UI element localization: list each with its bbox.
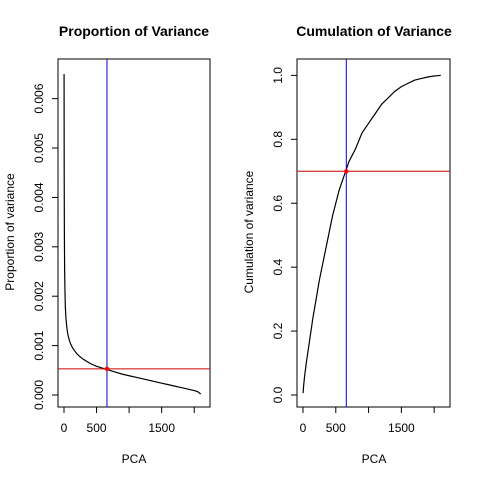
chart-1-y-tick-label: 1.0	[271, 67, 285, 84]
cumulation-y-axis-label: Cumulation of variance	[242, 170, 256, 293]
chart-0-intersection-point	[104, 366, 110, 372]
chart-1-x-tick-label: 0	[300, 421, 307, 435]
chart-1-y-tick-label: 0.6	[271, 195, 285, 212]
chart-0-y-tick-label: 0.003	[32, 231, 46, 261]
chart-1-series-line	[302, 74, 441, 394]
chart-0-y-tick-label: 0.004	[32, 182, 46, 212]
chart-1-x-tick-label: 1500	[388, 421, 415, 435]
chart-0-frame	[57, 58, 211, 408]
chart-1-y-tick-label: 0.2	[271, 322, 285, 339]
proportion-x-axis-label: PCA	[122, 452, 147, 466]
chart-0-y-tick-label: 0.006	[32, 83, 46, 113]
cumulation-x-axis-label: PCA	[362, 452, 387, 466]
chart-1-intersection-point	[344, 169, 349, 174]
chart-0-x-tick-label: 0	[61, 421, 68, 435]
chart-0-x-tick-label: 500	[87, 421, 107, 435]
chart-0-series-line	[63, 73, 202, 395]
chart-1-y-tick-label: 0.8	[271, 131, 285, 148]
chart-0-y-tick-label: 0.005	[32, 133, 46, 163]
chart-1-frame	[296, 58, 451, 408]
chart-1-y-tick-label: 0.4	[271, 258, 285, 275]
cumulation-title: Cumulation of Variance	[296, 23, 452, 39]
proportion-title: Proportion of Variance	[59, 23, 209, 39]
proportion-y-axis-label: Proportion of variance	[3, 173, 17, 291]
chart-0-x-tick-label: 1500	[148, 421, 175, 435]
cumulation-plot-area: 0 500 1500 0.0 0.2 0.4 0.6 0.8 1.0	[271, 58, 451, 435]
chart-0-y-tick-label: 0.000	[32, 380, 46, 410]
proportion-panel: Proportion of Variance 0 500 1500 0.000 0.00…	[3, 23, 211, 466]
cumulation-panel: Cumulation of Variance 0 500 1500 0.0 0.2 0.4…	[242, 23, 452, 466]
chart-1-x-tick-label: 500	[326, 421, 346, 435]
chart-0-y-tick-label: 0.001	[32, 330, 46, 360]
proportion-plot-area: 0 500 1500 0.000 0.001 0.002 0.003 0.004 0.005 0.…	[32, 58, 211, 435]
chart-0-y-tick-label: 0.002	[32, 281, 46, 311]
chart-1-y-tick-label: 0.0	[271, 386, 285, 403]
